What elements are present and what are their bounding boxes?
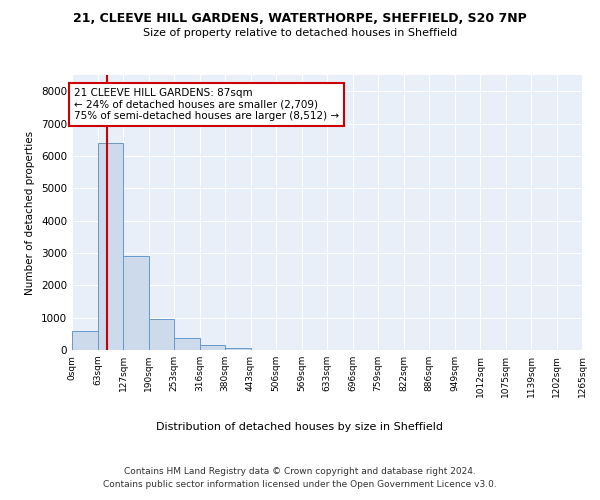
Bar [149,319,174,350]
Bar [174,338,199,350]
Bar [123,256,149,350]
Bar [225,348,251,350]
Text: 21, CLEEVE HILL GARDENS, WATERTHORPE, SHEFFIELD, S20 7NP: 21, CLEEVE HILL GARDENS, WATERTHORPE, SH… [73,12,527,26]
Bar [97,143,123,350]
Text: Size of property relative to detached houses in Sheffield: Size of property relative to detached ho… [143,28,457,38]
Bar [72,330,97,350]
Text: Contains public sector information licensed under the Open Government Licence v3: Contains public sector information licen… [103,480,497,489]
Text: 21 CLEEVE HILL GARDENS: 87sqm
← 24% of detached houses are smaller (2,709)
75% o: 21 CLEEVE HILL GARDENS: 87sqm ← 24% of d… [74,88,339,121]
Text: Distribution of detached houses by size in Sheffield: Distribution of detached houses by size … [157,422,443,432]
Bar [199,346,225,350]
Y-axis label: Number of detached properties: Number of detached properties [25,130,35,294]
Text: Contains HM Land Registry data © Crown copyright and database right 2024.: Contains HM Land Registry data © Crown c… [124,468,476,476]
